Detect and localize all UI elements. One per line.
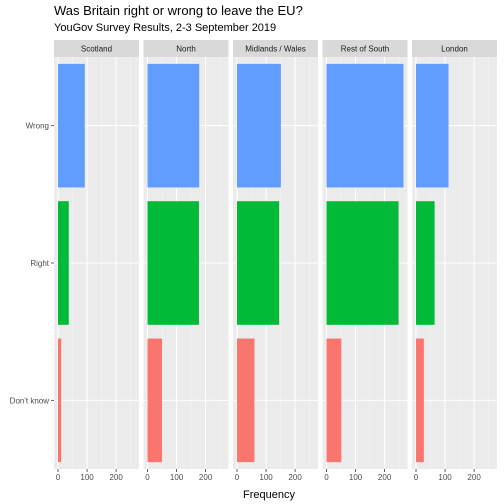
chart-subtitle: YouGov Survey Results, 2-3 September 201… <box>54 22 276 34</box>
bar-scotland-don-t-know <box>58 338 62 463</box>
x-tick-label: 200 <box>378 473 392 482</box>
bar-rest-of-south-wrong <box>326 63 404 188</box>
facet-label-midlands-wales: Midlands / Wales <box>245 45 306 54</box>
facet-strip-scotland <box>54 40 139 57</box>
facet-strip-rest-of-south <box>322 40 408 57</box>
bar-london-don-t-know <box>416 338 424 463</box>
x-axis-title: Frequency <box>243 489 295 501</box>
facet-label-scotland: Scotland <box>81 45 112 54</box>
facet-label-north: North <box>176 45 196 54</box>
facet-strip-london <box>412 40 497 57</box>
bar-rest-of-south-don-t-know <box>326 338 342 463</box>
x-tick-label: 0 <box>324 473 329 482</box>
x-tick-label: 200 <box>199 473 213 482</box>
x-tick-label: 200 <box>288 473 302 482</box>
x-tick-label: 200 <box>109 473 123 482</box>
bar-north-don-t-know <box>147 338 163 463</box>
bar-midlands-wales-wrong <box>237 63 281 188</box>
x-tick-label: 100 <box>259 473 273 482</box>
facet-strip-midlands-wales <box>233 40 318 57</box>
facet-label-rest-of-south: Rest of South <box>341 45 389 54</box>
x-tick-label: 100 <box>80 473 94 482</box>
x-tick-label: 100 <box>349 473 363 482</box>
bar-midlands-wales-right <box>237 201 280 325</box>
bar-london-wrong <box>416 63 449 188</box>
bar-scotland-right <box>58 201 69 325</box>
y-tick-label-right: Right <box>30 259 49 268</box>
bar-north-wrong <box>147 63 200 188</box>
bar-midlands-wales-don-t-know <box>237 338 255 463</box>
y-tick-label-don-t-know: Don't know <box>10 396 50 405</box>
y-tick-label-wrong: Wrong <box>26 122 49 131</box>
bar-scotland-wrong <box>58 63 85 188</box>
facet-strip-north <box>143 40 229 57</box>
x-tick-label: 0 <box>56 473 61 482</box>
bar-rest-of-south-right <box>326 201 399 325</box>
x-tick-label: 0 <box>145 473 150 482</box>
bar-north-right <box>147 201 199 325</box>
facet-panels: Wrong Right Don't know Scotland 0 100 200 North… <box>10 40 497 482</box>
chart-title: Was Britain right or wrong to leave the … <box>54 3 303 18</box>
x-tick-label: 0 <box>235 473 240 482</box>
facet-label-london: London <box>441 45 468 54</box>
x-tick-label: 0 <box>414 473 419 482</box>
x-tick-label: 100 <box>438 473 452 482</box>
x-tick-label: 100 <box>170 473 184 482</box>
x-tick-label: 200 <box>467 473 481 482</box>
bar-london-right <box>416 201 435 325</box>
